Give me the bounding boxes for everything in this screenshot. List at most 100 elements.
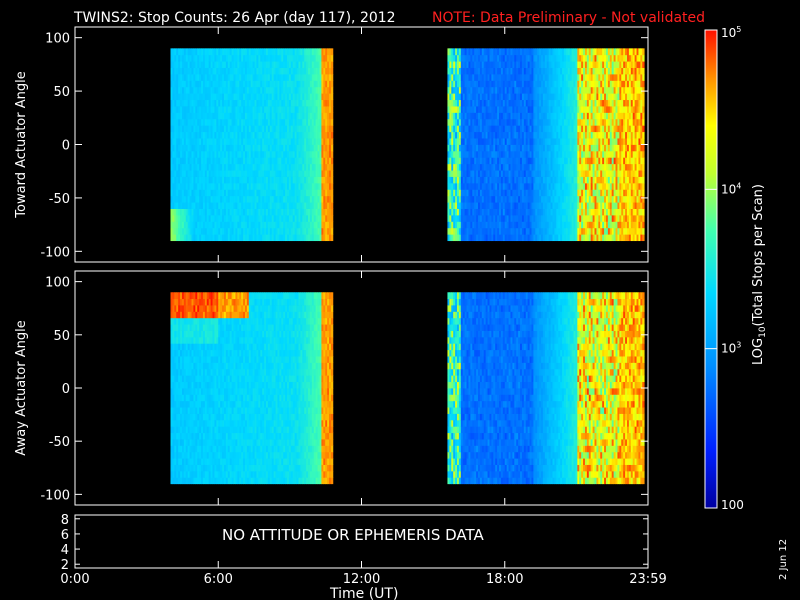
heatmap-cell bbox=[176, 99, 179, 107]
heatmap-cell bbox=[451, 234, 454, 242]
heatmap-cell bbox=[206, 157, 210, 165]
heatmap-cell bbox=[466, 74, 469, 81]
heatmap-cell bbox=[560, 106, 563, 113]
heatmap-cell bbox=[267, 234, 271, 242]
heatmap-cell bbox=[227, 189, 231, 197]
heatmap-cell bbox=[244, 99, 248, 107]
heatmap-cell bbox=[172, 106, 175, 113]
heatmap-cell bbox=[455, 202, 458, 209]
heatmap-cell bbox=[218, 86, 221, 94]
heatmap-cell bbox=[222, 157, 225, 165]
heatmap-cell bbox=[176, 112, 179, 120]
heatmap-cell bbox=[573, 125, 576, 133]
heatmap-cell bbox=[516, 54, 519, 62]
heatmap-cell bbox=[231, 208, 234, 216]
heatmap-cell bbox=[329, 215, 332, 222]
heatmap-cell bbox=[233, 106, 236, 113]
heatmap-cell bbox=[275, 208, 278, 216]
heatmap-cell bbox=[512, 48, 515, 56]
heatmap-cell bbox=[241, 170, 244, 177]
heatmap-cell bbox=[256, 80, 259, 88]
heatmap-cell bbox=[288, 61, 292, 68]
heatmap-cell bbox=[590, 112, 594, 120]
heatmap-cell bbox=[212, 215, 215, 222]
heatmap-cell bbox=[552, 234, 555, 242]
heatmap-cell bbox=[508, 189, 511, 197]
heatmap-cell bbox=[202, 125, 206, 133]
heatmap-cell bbox=[185, 150, 189, 158]
heatmap-cell bbox=[216, 112, 219, 120]
heatmap-cell bbox=[592, 99, 595, 107]
heatmap-cell bbox=[563, 106, 567, 113]
heatmap-cell bbox=[174, 106, 177, 113]
heatmap-cell bbox=[581, 208, 584, 216]
heatmap-cell bbox=[231, 163, 234, 171]
heatmap-cell bbox=[248, 234, 252, 242]
heatmap-cell bbox=[552, 138, 555, 145]
heatmap-cell bbox=[468, 144, 471, 152]
heatmap-cell bbox=[330, 54, 334, 62]
heatmap-cell bbox=[464, 234, 467, 242]
heatmap-cell bbox=[598, 118, 601, 126]
heatmap-cell bbox=[323, 163, 326, 171]
heatmap-cell bbox=[317, 106, 320, 113]
heatmap-cell bbox=[567, 157, 571, 165]
heatmap-cell bbox=[189, 67, 192, 75]
heatmap-cell bbox=[457, 138, 460, 145]
heatmap-cell bbox=[573, 221, 576, 229]
heatmap-cell bbox=[283, 150, 286, 158]
heatmap-cell bbox=[258, 54, 261, 62]
heatmap-cell bbox=[266, 195, 269, 203]
heatmap-cell bbox=[466, 189, 469, 197]
heatmap-cell bbox=[193, 80, 196, 88]
heatmap-cell bbox=[504, 221, 508, 229]
heatmap-cell bbox=[468, 208, 471, 216]
heatmap-cell bbox=[457, 157, 460, 165]
heatmap-cell bbox=[598, 86, 601, 94]
heatmap-cell bbox=[323, 227, 326, 235]
heatmap-cell bbox=[563, 163, 567, 171]
heatmap-cell bbox=[470, 208, 473, 216]
heatmap-cell bbox=[560, 138, 563, 145]
heatmap-cell bbox=[288, 144, 292, 152]
heatmap-cell bbox=[223, 138, 227, 145]
heatmap-cell bbox=[296, 176, 299, 184]
heatmap-cell bbox=[185, 74, 189, 81]
heatmap-cell bbox=[302, 86, 305, 94]
heatmap-cell bbox=[269, 227, 273, 235]
heatmap-cell bbox=[590, 99, 594, 107]
heatmap-cell bbox=[472, 93, 475, 101]
heatmap-cell bbox=[542, 138, 546, 145]
heatmap-cell bbox=[546, 112, 550, 120]
heatmap-cell bbox=[567, 208, 571, 216]
heatmap-cell bbox=[550, 157, 553, 165]
heatmap-cell bbox=[204, 48, 208, 56]
heatmap-cell bbox=[285, 138, 288, 145]
heatmap-cell bbox=[212, 67, 215, 75]
heatmap-cell bbox=[541, 144, 544, 152]
heatmap-cell bbox=[535, 99, 538, 107]
heatmap-cell bbox=[552, 189, 555, 197]
heatmap-cell bbox=[455, 61, 458, 68]
heatmap-cell bbox=[592, 176, 595, 184]
heatmap-cell bbox=[266, 80, 269, 88]
heatmap-cell bbox=[470, 144, 473, 152]
heatmap-cell bbox=[256, 221, 259, 229]
heatmap-cell bbox=[512, 170, 515, 177]
heatmap-cell bbox=[520, 150, 523, 158]
heatmap-cell bbox=[214, 176, 217, 184]
heatmap-cell bbox=[548, 74, 551, 81]
heatmap-cell bbox=[269, 182, 273, 190]
heatmap-cell bbox=[539, 74, 542, 81]
heatmap-cell bbox=[447, 176, 450, 184]
heatmap-cell bbox=[470, 221, 473, 229]
heatmap-cell bbox=[178, 195, 181, 203]
heatmap-cell bbox=[476, 176, 479, 184]
heatmap-cell bbox=[535, 138, 538, 145]
heatmap-cell bbox=[531, 80, 534, 88]
heatmap-cell bbox=[575, 74, 578, 81]
heatmap-cell bbox=[535, 221, 538, 229]
heatmap-cell bbox=[567, 234, 571, 242]
heatmap-cell bbox=[598, 176, 601, 184]
heatmap-cell bbox=[502, 54, 506, 62]
